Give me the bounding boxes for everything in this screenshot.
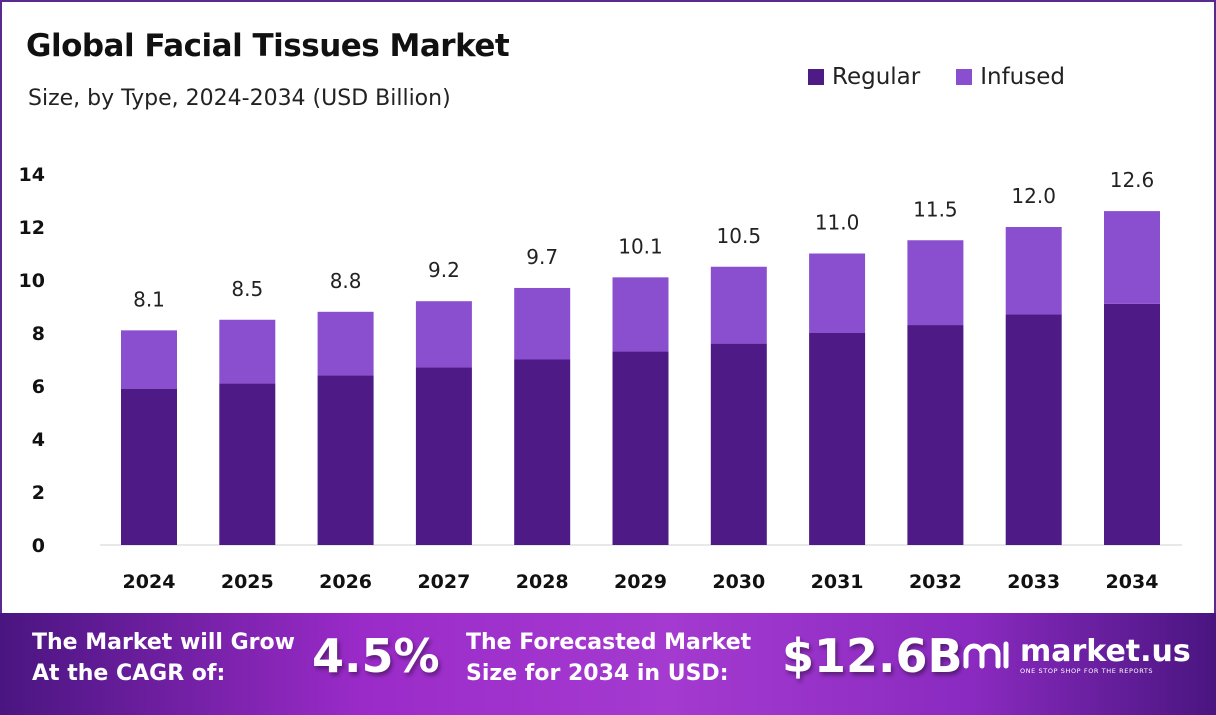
bar-regular — [514, 359, 571, 545]
market-us-logo: market.us ONE STOP SHOP FOR THE REPORTS — [962, 637, 1191, 675]
market-us-logo-icon — [963, 641, 1009, 669]
x-tick-label: 2024 — [123, 571, 176, 593]
y-tick-label: 2 — [32, 482, 45, 504]
x-tick-label: 2029 — [614, 571, 667, 593]
cagr-label: The Market will Grow At the CAGR of: — [32, 627, 295, 689]
x-tick-label: 2034 — [1106, 571, 1159, 593]
bar-regular — [1104, 303, 1160, 545]
bar-regular — [1005, 314, 1062, 545]
data-label-total: 11.5 — [913, 197, 958, 221]
bar-infused — [219, 319, 276, 384]
data-label-total: 12.0 — [1011, 184, 1056, 208]
bar-regular — [219, 383, 276, 545]
forecast-value: $12.6B — [782, 629, 963, 683]
bar-infused — [809, 253, 866, 333]
x-tick-label: 2030 — [712, 571, 765, 593]
x-tick-label: 2026 — [319, 571, 372, 593]
bar-infused — [121, 330, 177, 389]
x-tick-label: 2033 — [1007, 571, 1060, 593]
x-tick-label: 2027 — [417, 571, 470, 593]
forecast-label: The Forecasted Market Size for 2034 in U… — [466, 627, 751, 689]
data-label-total: 10.1 — [618, 234, 663, 258]
legend-item-infused: Infused — [956, 64, 1065, 90]
forecast-label-line1: The Forecasted Market — [466, 630, 752, 655]
bar-regular — [612, 351, 669, 545]
legend-swatch-regular — [808, 69, 824, 85]
bar-infused — [907, 240, 964, 326]
cagr-label-line1: The Market will Grow — [32, 630, 295, 655]
bar-regular — [317, 375, 374, 545]
forecast-label-line2: Size for 2034 in USD: — [466, 661, 729, 686]
bar-chart: 0 2 4 6 8 10 12 14 8.1 2024 8.5 2025 8.8 2026 9.2 2027 9… — [19, 164, 1182, 593]
y-tick-label: 6 — [32, 376, 45, 398]
x-tick-label: 2032 — [909, 571, 962, 593]
bar-infused — [1104, 211, 1160, 304]
y-tick-label: 8 — [32, 323, 45, 345]
cagr-value: 4.5% — [312, 629, 440, 683]
chart-title: Global Facial Tissues Market — [26, 28, 510, 64]
bar-regular — [710, 343, 767, 545]
x-tick-label: 2028 — [516, 571, 569, 593]
x-tick-label: 2025 — [221, 571, 274, 593]
data-label-total: 8.1 — [133, 287, 165, 311]
y-tick-label: 4 — [32, 429, 45, 451]
legend-item-regular: Regular — [808, 64, 920, 90]
y-tick-label: 12 — [19, 217, 45, 239]
legend-swatch-infused — [956, 69, 973, 85]
bar-infused — [1005, 227, 1062, 315]
data-label-total: 12.6 — [1110, 168, 1155, 192]
chart-subtitle: Size, by Type, 2024-2034 (USD Billion) — [28, 86, 451, 111]
data-label-total: 11.0 — [815, 211, 860, 235]
y-tick-label: 0 — [32, 535, 45, 557]
data-label-total: 9.7 — [526, 245, 558, 269]
footer-banner: The Market will Grow At the CAGR of: 4.5… — [0, 613, 1216, 715]
data-label-total: 10.5 — [717, 224, 762, 248]
y-tick-label: 14 — [19, 164, 45, 186]
bar-regular — [907, 325, 964, 545]
bar-infused — [612, 277, 669, 352]
legend-label-regular: Regular — [832, 64, 921, 90]
x-tick-label: 2031 — [811, 571, 864, 593]
bar-infused — [710, 266, 767, 344]
data-label-total: 8.5 — [231, 277, 263, 301]
legend: Regular Infused — [808, 64, 1065, 90]
bar-infused — [317, 311, 374, 376]
data-label-total: 9.2 — [428, 258, 460, 282]
logo-name: market.us — [1020, 634, 1191, 669]
bar-infused — [514, 287, 571, 360]
data-label-total: 8.8 — [330, 269, 362, 293]
y-tick-label: 10 — [19, 270, 45, 292]
cagr-label-line2: At the CAGR of: — [32, 661, 226, 686]
bar-regular — [121, 388, 177, 545]
logo-tagline: ONE STOP SHOP FOR THE REPORTS — [1020, 667, 1154, 675]
bar-regular — [809, 333, 866, 545]
bar-regular — [415, 367, 472, 545]
bar-infused — [415, 301, 472, 368]
legend-label-infused: Infused — [980, 64, 1065, 90]
